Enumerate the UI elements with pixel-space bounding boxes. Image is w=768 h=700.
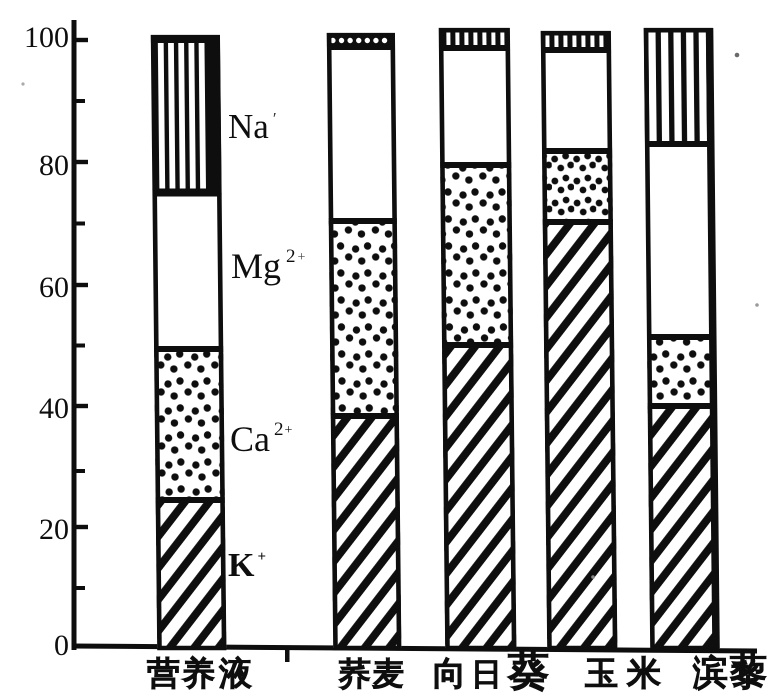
svg-text:Na′: Na ′ — [228, 107, 277, 146]
svg-text:40: 40 — [39, 392, 69, 425]
svg-text:80: 80 — [39, 149, 69, 182]
svg-text:60: 60 — [39, 271, 69, 304]
svg-text:0: 0 — [54, 629, 69, 662]
svg-text:100: 100 — [24, 21, 69, 54]
svg-text:20: 20 — [39, 513, 69, 546]
